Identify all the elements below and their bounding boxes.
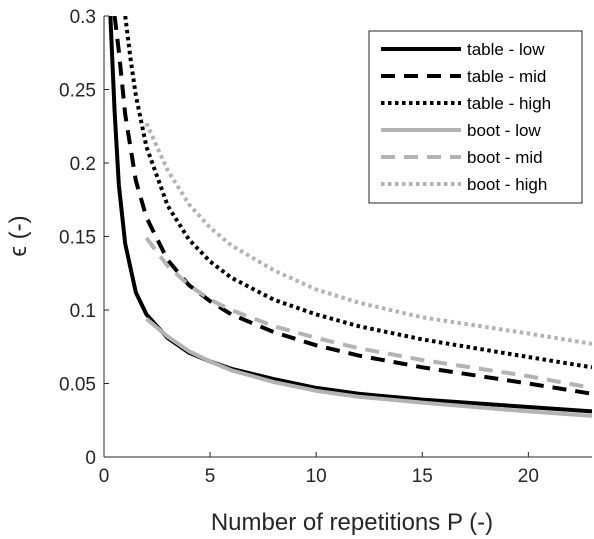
legend-label-4: boot - low: [467, 121, 541, 140]
series-line-6: [144, 122, 592, 346]
axes-layer: 0 5 10 15 20 0 0.05 0.1 0.15 0.2 0.25 0.3: [59, 7, 592, 487]
x-tick-label: 0: [99, 466, 110, 487]
y-tick-label: 0.2: [70, 154, 96, 175]
x-tick-label: 5: [205, 466, 216, 487]
legend-label-3: table - high: [467, 94, 551, 113]
series-layer: [108, 16, 592, 418]
x-axis-label: Number of repetitions P (-): [211, 509, 493, 536]
legend-label-1: table - low: [467, 40, 545, 59]
y-axis-label: ϵ (-): [5, 215, 32, 256]
legend-label-2: table - mid: [467, 67, 546, 86]
y-tick-label: 0.1: [70, 301, 96, 322]
series-line-2: [112, 16, 592, 396]
x-tick-label: 20: [518, 466, 539, 487]
legend: table - low table - mid table - high boot -…: [368, 30, 583, 204]
x-tick-label: 15: [412, 466, 433, 487]
y-tick-label: 0.15: [59, 228, 96, 249]
series-line-5: [144, 236, 592, 390]
series-line-3: [123, 16, 592, 370]
series-line-4: [145, 317, 592, 418]
y-tick-label: 0: [85, 448, 96, 469]
legend-label-6: boot - high: [467, 175, 547, 194]
y-tick-label: 0.05: [59, 375, 96, 396]
legend-box: [368, 30, 583, 204]
x-tick-label: 10: [306, 466, 327, 487]
y-tick-label: 0.3: [70, 7, 96, 28]
legend-label-5: boot - mid: [467, 148, 543, 167]
y-tick-label: 0.25: [59, 81, 96, 102]
